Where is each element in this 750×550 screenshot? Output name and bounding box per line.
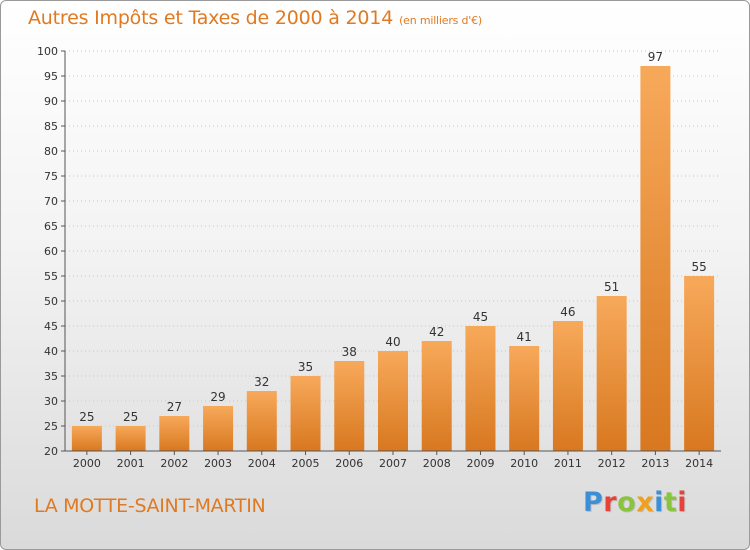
y-tick-label: 25 — [44, 420, 58, 433]
y-tick-label: 80 — [44, 145, 58, 158]
x-tick-label-2001: 2001 — [117, 457, 145, 470]
bar-2000[interactable] — [71, 426, 102, 451]
bar-2012[interactable] — [596, 296, 627, 451]
data-label-2005: 35 — [298, 360, 313, 374]
chart-title-text: Autres Impôts et Taxes de 2000 à 2014 — [28, 7, 394, 29]
x-tick-label-2008: 2008 — [423, 457, 451, 470]
data-label-2002: 27 — [167, 400, 182, 414]
y-tick-label: 65 — [44, 220, 58, 233]
x-tick-label-2010: 2010 — [510, 457, 538, 470]
data-label-2013: 97 — [648, 50, 663, 64]
chart-subtitle: (en milliers d'€) — [399, 14, 482, 27]
bar-2009[interactable] — [465, 326, 496, 451]
bars — [71, 66, 715, 451]
data-label-2014: 55 — [691, 260, 706, 274]
y-tick-label: 40 — [44, 345, 58, 358]
data-label-2008: 42 — [429, 325, 444, 339]
bar-2005[interactable] — [290, 376, 321, 451]
bar-2011[interactable] — [552, 321, 583, 451]
logo-letter: r — [603, 487, 618, 518]
x-tick-label-2011: 2011 — [554, 457, 582, 470]
data-label-2000: 25 — [79, 410, 94, 424]
x-tick-label-2003: 2003 — [204, 457, 232, 470]
y-tick-label: 100 — [37, 45, 58, 58]
axes — [61, 50, 721, 455]
proxiti-logo[interactable]: Proxiti — [583, 487, 687, 518]
bar-2002[interactable] — [159, 416, 190, 451]
logo-letter: i — [677, 487, 688, 518]
data-label-2007: 40 — [385, 335, 400, 349]
y-tick-label: 45 — [44, 320, 58, 333]
x-tick-label-2007: 2007 — [379, 457, 407, 470]
labels: 20 25 30 35 40 45 50 55 60 65 70 75 80 85 90 95 100 25 200… — [37, 45, 713, 470]
x-tick-label-2014: 2014 — [685, 457, 713, 470]
x-tick-label-2013: 2013 — [641, 457, 669, 470]
y-tick-label: 70 — [44, 195, 58, 208]
bar-2007[interactable] — [378, 351, 408, 451]
data-label-2009: 45 — [473, 310, 488, 324]
data-label-2010: 41 — [517, 330, 532, 344]
bar-2008[interactable] — [421, 341, 452, 451]
bar-2003[interactable] — [203, 406, 234, 451]
bar-2004[interactable] — [246, 391, 277, 451]
logo-letter: P — [583, 487, 604, 518]
data-label-2006: 38 — [342, 345, 357, 359]
y-tick-label: 35 — [44, 370, 58, 383]
bar-2010[interactable] — [509, 346, 540, 451]
y-tick-label: 95 — [44, 70, 58, 83]
y-tick-label: 20 — [44, 445, 58, 458]
y-tick-label: 90 — [44, 95, 58, 108]
data-label-2011: 46 — [560, 305, 575, 319]
data-label-2001: 25 — [123, 410, 138, 424]
data-label-2012: 51 — [604, 280, 619, 294]
y-tick-label: 30 — [44, 395, 58, 408]
y-tick-label: 55 — [44, 270, 58, 283]
bar-2014[interactable] — [684, 276, 715, 451]
logo-letter: x — [636, 487, 655, 518]
chart-title: Autres Impôts et Taxes de 2000 à 2014 (en… — [28, 7, 482, 29]
logo-letter: t — [663, 487, 678, 518]
bar-2006[interactable] — [334, 361, 365, 451]
commune-name: LA MOTTE-SAINT-MARTIN — [34, 495, 266, 517]
data-label-2003: 29 — [210, 390, 225, 404]
logo-letter: o — [617, 487, 637, 518]
y-tick-label: 60 — [44, 245, 58, 258]
bar-2013[interactable] — [640, 66, 671, 451]
y-tick-label: 50 — [44, 295, 58, 308]
x-tick-label-2009: 2009 — [466, 457, 494, 470]
x-tick-label-2004: 2004 — [248, 457, 276, 470]
x-tick-label-2012: 2012 — [598, 457, 626, 470]
x-tick-label-2002: 2002 — [160, 457, 188, 470]
data-label-2004: 32 — [254, 375, 269, 389]
x-tick-label-2000: 2000 — [73, 457, 101, 470]
y-tick-label: 75 — [44, 170, 58, 183]
y-tick-label: 85 — [44, 120, 58, 133]
x-tick-label-2006: 2006 — [335, 457, 363, 470]
logo-letter: i — [654, 487, 664, 518]
x-tick-label-2005: 2005 — [292, 457, 320, 470]
bar-2001[interactable] — [115, 426, 146, 451]
